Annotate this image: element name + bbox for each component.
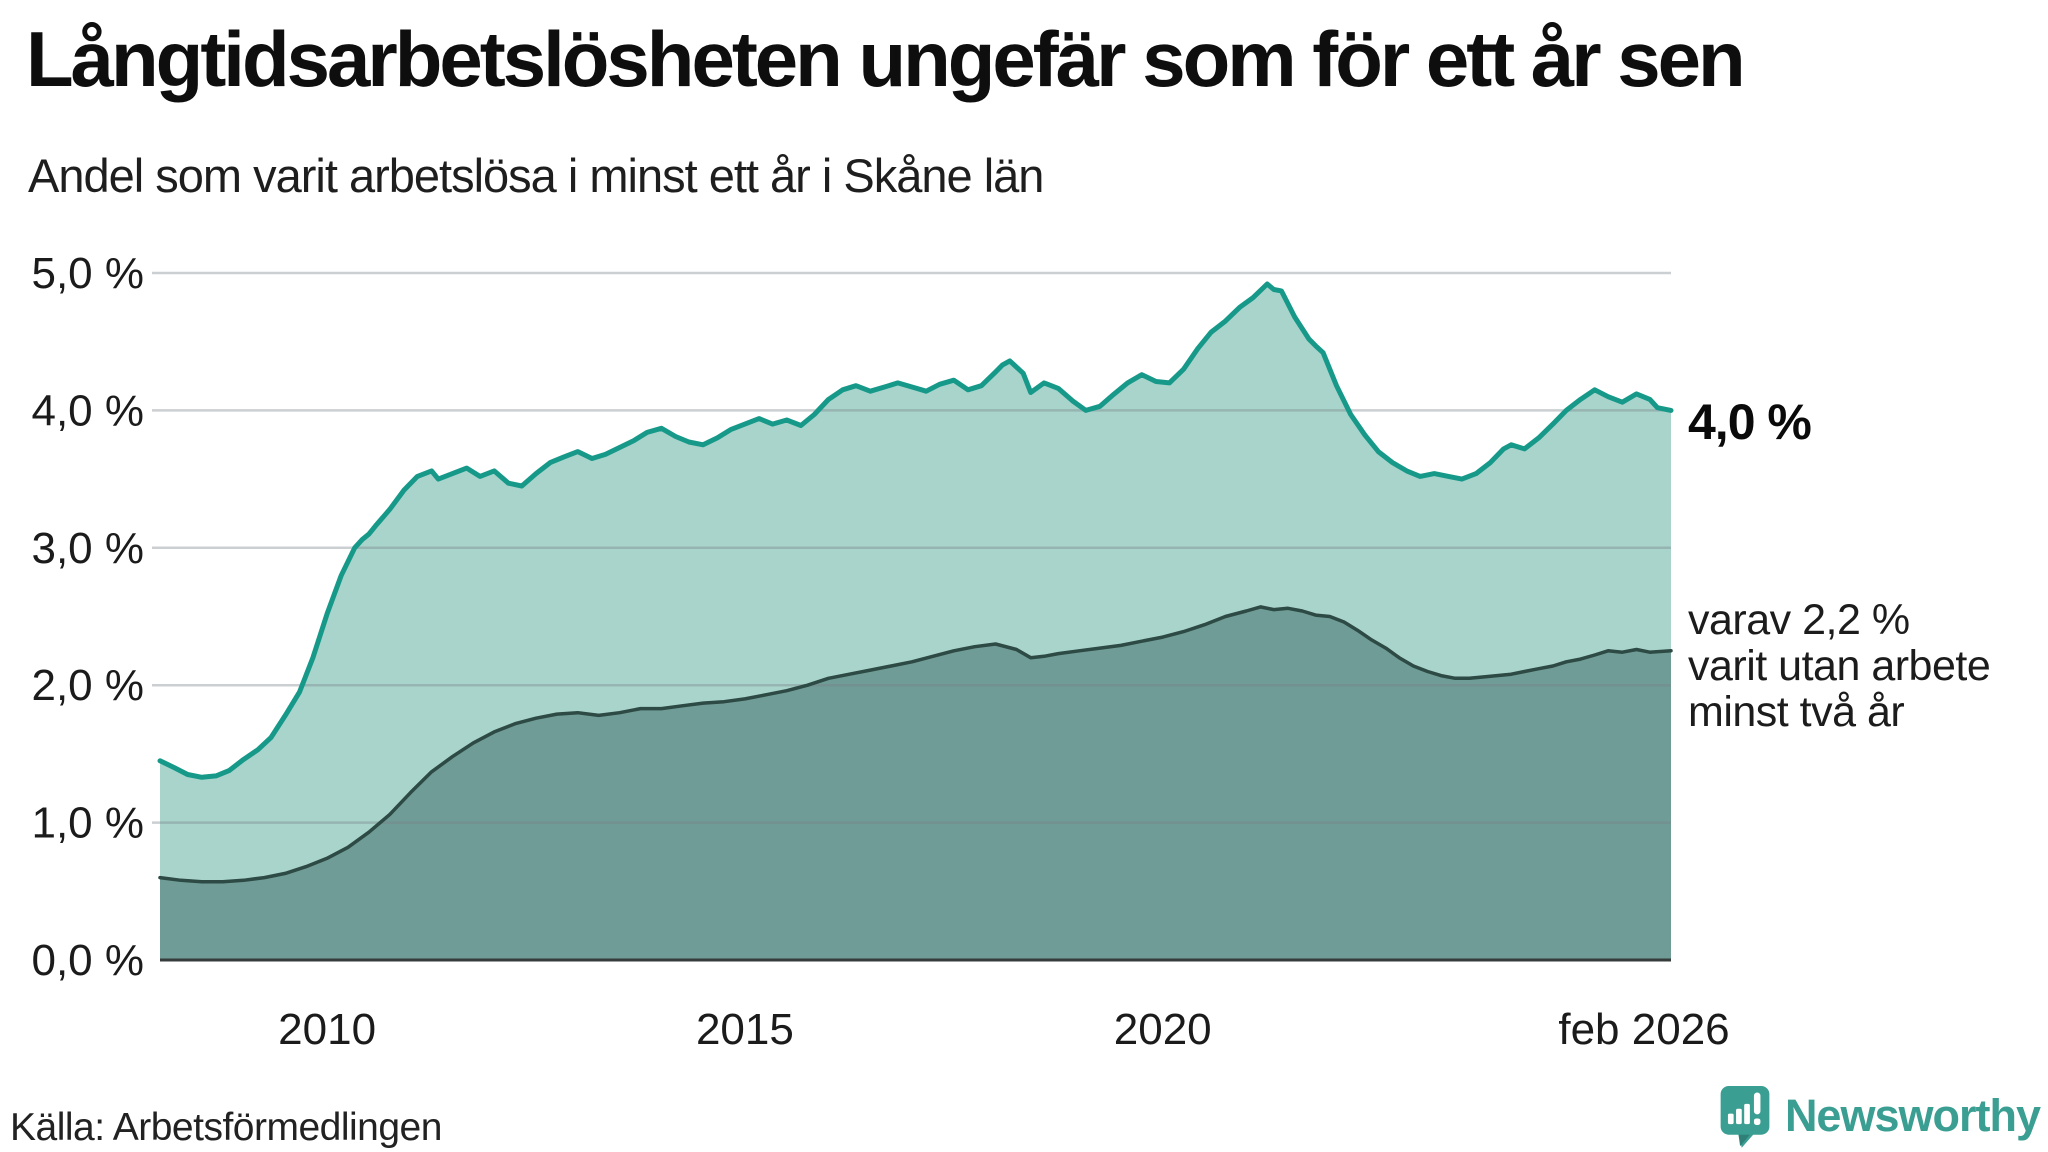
x-tick-label: 2015 xyxy=(696,1005,794,1054)
x-tick-label: 2020 xyxy=(1114,1005,1212,1054)
y-tick-label: 3,0 % xyxy=(31,524,144,573)
page-subtitle: Andel som varit arbetslösa i minst ett å… xyxy=(28,149,1044,202)
y-tick-label: 5,0 % xyxy=(31,249,144,298)
breakdown-line-2: varit utan arbete xyxy=(1688,642,1991,690)
breakdown-line-3: minst två år xyxy=(1688,688,1905,736)
breakdown-line-1: varav 2,2 % xyxy=(1688,596,1910,644)
x-tick-label: feb 2026 xyxy=(1558,1005,1729,1054)
source-note: Källa: Arbetsförmedlingen xyxy=(10,1106,442,1149)
line-minst-ett-ar xyxy=(157,281,1674,780)
latest-value-label: 4,0 % xyxy=(1688,394,1812,450)
y-tick-label: 0,0 % xyxy=(31,936,144,985)
line-minst-tva-ar xyxy=(158,605,1673,884)
newsworthy-logo: Newsworthy xyxy=(1719,1084,2041,1148)
breakdown-annotation: varav 2,2 % varit utan arbete minst två … xyxy=(1688,596,1991,736)
newsworthy-logo-text: Newsworthy xyxy=(1784,1090,2041,1141)
y-tick-label: 2,0 % xyxy=(31,661,144,710)
page-title: Långtidsarbetslösheten ungefär som för e… xyxy=(26,15,1746,103)
area-minst-tva-ar xyxy=(160,606,1671,960)
bar-chart-speech-bubble-icon xyxy=(1720,1085,1770,1148)
y-tick-label: 4,0 % xyxy=(31,386,144,435)
x-tick-label: 2010 xyxy=(278,1005,376,1054)
y-tick-label: 1,0 % xyxy=(31,799,144,848)
